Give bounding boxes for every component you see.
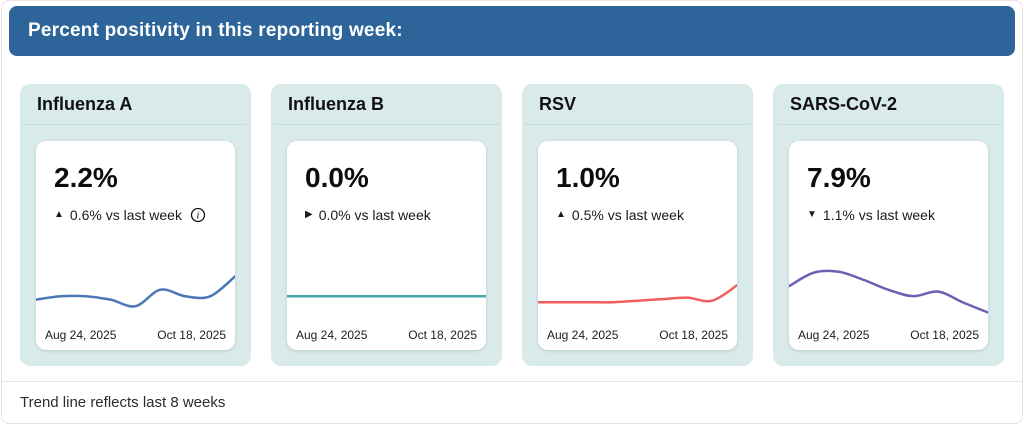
change-vs-last-week: ▼ 1.1% vs last week: [807, 205, 970, 225]
spacer: [789, 225, 988, 260]
date-range: Aug 24, 2025 Oct 18, 2025: [36, 326, 235, 350]
change-text: 1.1% vs last week: [822, 207, 935, 223]
current-value: 0.0%: [305, 162, 369, 193]
trend-sparkline: [538, 260, 737, 326]
stat-panel: 1.0% ▲ 0.5% vs last week Aug 24, 2025 Oc…: [538, 141, 737, 350]
cards-row: Influenza A 2.2% ▲ 0.6% vs last week i: [2, 56, 1022, 366]
card-header: Influenza A: [20, 84, 251, 125]
start-date: Aug 24, 2025: [296, 328, 368, 342]
change-vs-last-week: ▲ 0.5% vs last week: [556, 205, 719, 225]
card-header: RSV: [522, 84, 753, 125]
stat-panel: 2.2% ▲ 0.6% vs last week i: [36, 141, 235, 350]
trend-sparkline: [789, 260, 988, 326]
stat-panel: 7.9% ▼ 1.1% vs last week Aug 24, 2025 Oc…: [789, 141, 988, 350]
card-body: 1.0% ▲ 0.5% vs last week Aug 24, 2025 Oc…: [522, 125, 753, 366]
card-title: SARS-CoV-2: [790, 93, 898, 114]
current-value: 7.9%: [807, 162, 871, 193]
trend-footnote: Trend line reflects last 8 weeks: [20, 394, 226, 411]
stat-panel: 0.0% ▶ 0.0% vs last week Aug 24, 2025 Oc…: [287, 141, 486, 350]
card-title: RSV: [539, 93, 577, 114]
date-range: Aug 24, 2025 Oct 18, 2025: [538, 326, 737, 350]
end-date: Oct 18, 2025: [157, 328, 226, 342]
card-influenza-a: Influenza A 2.2% ▲ 0.6% vs last week i: [20, 84, 251, 366]
trend-up-icon: ▲: [556, 209, 566, 220]
svg-text:i: i: [196, 210, 199, 221]
trend-down-icon: ▼: [807, 209, 817, 220]
start-date: Aug 24, 2025: [798, 328, 870, 342]
card-header: SARS-CoV-2: [773, 84, 1004, 125]
info-icon[interactable]: i: [190, 207, 206, 223]
change-vs-last-week: ▲ 0.6% vs last week i: [54, 205, 217, 225]
current-value: 1.0%: [556, 162, 620, 193]
card-title: Influenza A: [37, 93, 133, 114]
trend-up-icon: ▲: [54, 209, 64, 220]
card-header: Influenza B: [271, 84, 502, 125]
trend-flat-icon: ▶: [305, 209, 313, 220]
footnote-bar: Trend line reflects last 8 weeks: [2, 381, 1022, 423]
change-text: 0.5% vs last week: [571, 207, 684, 223]
card-title: Influenza B: [288, 93, 385, 114]
current-value: 2.2%: [54, 162, 118, 193]
spacer: [538, 225, 737, 260]
date-range: Aug 24, 2025 Oct 18, 2025: [789, 326, 988, 350]
end-date: Oct 18, 2025: [408, 328, 477, 342]
start-date: Aug 24, 2025: [547, 328, 619, 342]
start-date: Aug 24, 2025: [45, 328, 117, 342]
card-body: 0.0% ▶ 0.0% vs last week Aug 24, 2025 Oc…: [271, 125, 502, 366]
spacer: [36, 225, 235, 260]
change-text: 0.0% vs last week: [318, 207, 431, 223]
card-body: 7.9% ▼ 1.1% vs last week Aug 24, 2025 Oc…: [773, 125, 1004, 366]
change-vs-last-week: ▶ 0.0% vs last week: [305, 205, 468, 225]
card-body: 2.2% ▲ 0.6% vs last week i: [20, 125, 251, 366]
card-influenza-b: Influenza B 0.0% ▶ 0.0% vs last week Aug…: [271, 84, 502, 366]
trend-sparkline: [36, 260, 235, 326]
page-title: Percent positivity in this reporting wee…: [28, 20, 403, 41]
change-text: 0.6% vs last week: [69, 207, 182, 223]
spacer: [287, 225, 486, 260]
end-date: Oct 18, 2025: [659, 328, 728, 342]
card-sars-cov-2: SARS-CoV-2 7.9% ▼ 1.1% vs last week Aug …: [773, 84, 1004, 366]
card-rsv: RSV 1.0% ▲ 0.5% vs last week Aug 24, 202…: [522, 84, 753, 366]
end-date: Oct 18, 2025: [910, 328, 979, 342]
widget-header: Percent positivity in this reporting wee…: [9, 6, 1015, 56]
trend-sparkline: [287, 260, 486, 326]
date-range: Aug 24, 2025 Oct 18, 2025: [287, 326, 486, 350]
